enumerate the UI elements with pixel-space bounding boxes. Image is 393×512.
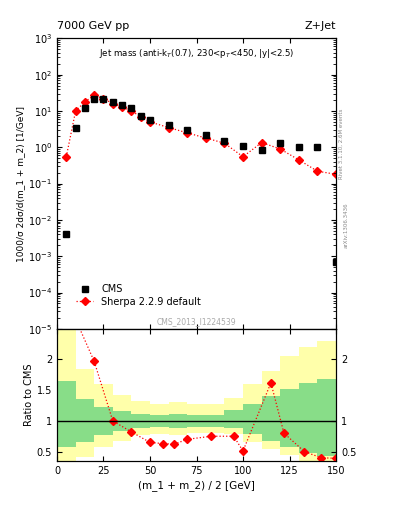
Bar: [187, 403, 206, 433]
Text: arXiv:1306.3436: arXiv:1306.3436: [344, 202, 349, 248]
CMS: [296, 144, 301, 151]
CMS: [166, 122, 171, 129]
Sherpa 2.2.9 default: [148, 119, 152, 125]
Sherpa 2.2.9 default: [83, 99, 87, 105]
Bar: [57, 329, 75, 461]
Bar: [224, 397, 243, 434]
Sherpa 2.2.9 default: [185, 130, 189, 136]
CMS: [101, 96, 106, 102]
Sherpa 2.2.9 default: [120, 104, 125, 110]
Bar: [131, 401, 150, 435]
Text: 7000 GeV pp: 7000 GeV pp: [57, 21, 129, 31]
Bar: [94, 384, 113, 447]
CMS: [259, 147, 264, 153]
CMS: [204, 132, 208, 138]
Sherpa 2.2.9 default: [138, 114, 143, 120]
Bar: [150, 415, 169, 427]
CMS: [222, 138, 227, 144]
Sherpa 2.2.9 default: [110, 100, 115, 106]
Sherpa 2.2.9 default: [166, 124, 171, 131]
Bar: [94, 407, 113, 435]
CMS: [315, 144, 320, 151]
Sherpa 2.2.9 default: [296, 157, 301, 163]
X-axis label: (m_1 + m_2) / 2 [GeV]: (m_1 + m_2) / 2 [GeV]: [138, 480, 255, 490]
CMS: [83, 105, 87, 111]
Bar: [169, 414, 187, 428]
Legend: CMS, Sherpa 2.2.9 default: CMS, Sherpa 2.2.9 default: [73, 281, 204, 309]
Bar: [57, 381, 75, 446]
Text: Z+Jet: Z+Jet: [305, 21, 336, 31]
CMS: [241, 143, 245, 149]
Sherpa 2.2.9 default: [241, 154, 245, 160]
CMS: [148, 117, 152, 123]
Bar: [206, 415, 224, 427]
Sherpa 2.2.9 default: [92, 92, 97, 98]
Line: CMS: CMS: [63, 95, 339, 265]
Sherpa 2.2.9 default: [101, 96, 106, 102]
Bar: [262, 396, 280, 440]
Y-axis label: Ratio to CMS: Ratio to CMS: [24, 364, 34, 426]
Bar: [75, 399, 94, 442]
Bar: [243, 384, 262, 442]
Bar: [299, 383, 318, 453]
Sherpa 2.2.9 default: [334, 171, 338, 177]
Bar: [243, 403, 262, 434]
CMS: [92, 96, 97, 102]
Bar: [280, 389, 299, 446]
Bar: [318, 379, 336, 456]
CMS: [110, 99, 115, 105]
Sherpa 2.2.9 default: [222, 140, 227, 146]
CMS: [334, 259, 338, 265]
CMS: [138, 113, 143, 119]
CMS: [73, 124, 78, 131]
Sherpa 2.2.9 default: [315, 168, 320, 174]
Sherpa 2.2.9 default: [129, 108, 134, 114]
Line: Sherpa 2.2.9 default: Sherpa 2.2.9 default: [64, 93, 339, 177]
CMS: [129, 105, 134, 111]
CMS: [185, 127, 189, 133]
CMS: [278, 140, 283, 146]
Sherpa 2.2.9 default: [204, 135, 208, 141]
Bar: [299, 347, 318, 461]
Sherpa 2.2.9 default: [259, 139, 264, 145]
Bar: [187, 415, 206, 427]
Bar: [150, 403, 169, 434]
Text: Rivet 3.1.10, 2.6M events: Rivet 3.1.10, 2.6M events: [339, 108, 344, 179]
Sherpa 2.2.9 default: [278, 146, 283, 152]
CMS: [64, 231, 69, 238]
CMS: [120, 101, 125, 108]
Bar: [169, 402, 187, 435]
Text: Jet mass (anti-k$_{T}$(0.7), 230<p$_{T}$<450, |y|<2.5): Jet mass (anti-k$_{T}$(0.7), 230<p$_{T}$…: [99, 47, 294, 60]
Bar: [75, 369, 94, 457]
Bar: [318, 341, 336, 466]
Bar: [262, 371, 280, 449]
Bar: [113, 411, 131, 431]
Bar: [131, 414, 150, 428]
Sherpa 2.2.9 default: [64, 154, 69, 160]
Bar: [113, 395, 131, 440]
Y-axis label: 1000/σ 2dσ/d(m_1 + m_2) [1/GeV]: 1000/σ 2dσ/d(m_1 + m_2) [1/GeV]: [16, 105, 25, 262]
Text: CMS_2013_I1224539: CMS_2013_I1224539: [157, 317, 236, 326]
Bar: [280, 356, 299, 455]
Bar: [206, 403, 224, 433]
Sherpa 2.2.9 default: [73, 108, 78, 114]
Bar: [224, 410, 243, 428]
